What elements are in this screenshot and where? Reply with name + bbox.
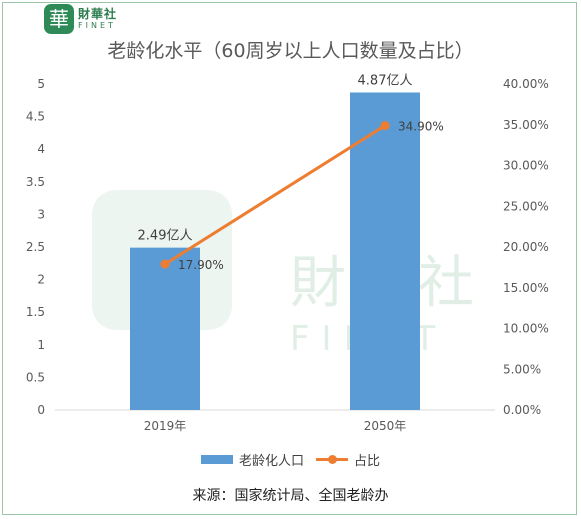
finet-logo: 華 財華社 FINET (44, 4, 117, 34)
y-left-tick-label: 5 (37, 77, 45, 91)
legend-line-swatch (316, 455, 348, 464)
chart-title: 老龄化水平（60周岁以上人口数量及占比） (107, 40, 474, 62)
logo-en-text: FINET (78, 21, 116, 30)
y-left-tick-label: 3 (37, 207, 45, 221)
y-right-tick-label: 5.00% (503, 362, 541, 376)
legend-line-label: 占比 (354, 454, 381, 469)
line-series-share (164, 124, 386, 266)
y-right-tick-label: 25.00% (503, 199, 549, 213)
y-right-tick-label: 20.00% (503, 240, 549, 254)
line-point-0 (160, 259, 170, 269)
line-data-label: 34.90% (398, 120, 444, 134)
y-left-tick-label: 2.5 (26, 240, 45, 254)
y-right-tick-label: 10.00% (503, 322, 549, 336)
line-data-label: 17.90% (178, 258, 224, 272)
y-right-tick-label: 30.00% (503, 159, 549, 173)
y-left-tick-label: 1 (37, 338, 45, 352)
x-tick-label: 2050年 (364, 419, 407, 433)
logo-cn-text: 財華社 (78, 7, 118, 21)
y-left-tick-label: 0.5 (26, 370, 45, 384)
legend-item-share: 占比 (316, 450, 380, 469)
legend-bar-swatch (200, 455, 233, 464)
y-left-tick-label: 3.5 (26, 175, 45, 189)
y-right-tick-label: 15.00% (503, 281, 549, 295)
legend-bar-label: 老龄化人口 (238, 454, 304, 469)
bar-0 (130, 247, 200, 410)
y-right-tick-label: 35.00% (503, 118, 549, 132)
y-right-tick-label: 0.00% (503, 403, 541, 417)
y-right-tick-label: 40.00% (503, 77, 549, 91)
y-left-tick-label: 4 (37, 142, 45, 156)
source-note: 来源：国家统计局、全国老龄办 (192, 488, 389, 504)
y-left-tick-label: 0 (37, 403, 45, 417)
bar-data-label: 4.87亿人 (358, 73, 413, 88)
x-tick-label: 2019年 (144, 419, 187, 433)
legend: 老龄化人口 占比 (0, 450, 581, 469)
bar-1 (350, 92, 420, 410)
legend-item-population: 老龄化人口 (200, 450, 304, 469)
line-point-1 (380, 121, 390, 131)
chart-frame (2, 2, 577, 515)
y-left-tick-label: 4.5 (26, 110, 45, 124)
bar-data-label: 2.49亿人 (138, 229, 193, 244)
y-left-tick-label: 1.5 (26, 305, 45, 319)
y-left-tick-label: 2 (37, 273, 45, 287)
logo-mark-icon: 華 (44, 4, 74, 34)
